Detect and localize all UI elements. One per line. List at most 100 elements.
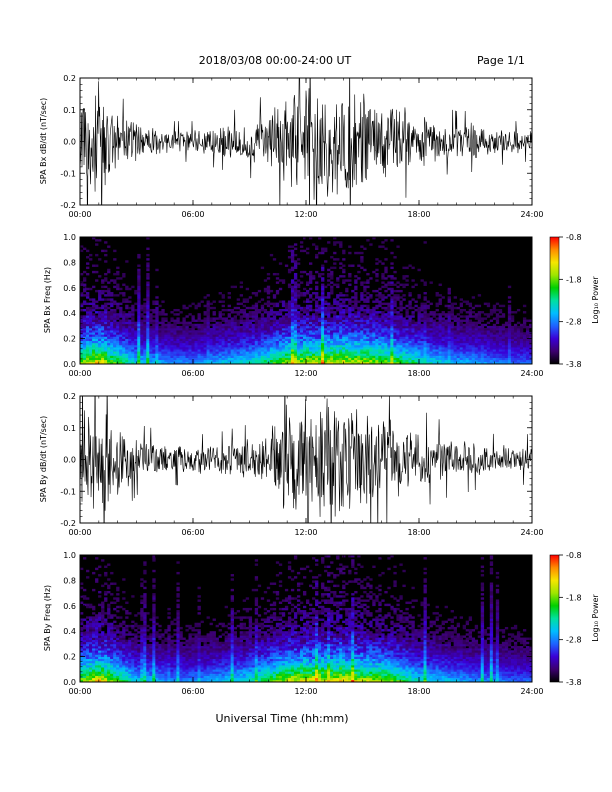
spectrogram-cell [170, 323, 174, 327]
spectrogram-cell [296, 340, 301, 344]
spectrogram-cell [224, 336, 228, 339]
spectrogram-cell [381, 349, 385, 352]
spectrogram-cell [104, 340, 108, 344]
spectrogram-cell [336, 336, 340, 339]
spectrogram-cell [516, 347, 521, 350]
spectrogram-cell [327, 325, 331, 329]
spectrogram-cell [513, 347, 518, 350]
spectrogram-cell [164, 336, 168, 339]
spectrogram-cell [104, 294, 108, 297]
spectrogram-cell [260, 340, 265, 344]
spectrogram-cell [465, 338, 470, 342]
spectrogram-cell [348, 264, 352, 267]
spectrogram-cell [462, 334, 466, 337]
spectrogram-cell [272, 315, 277, 318]
spectrogram-cell [191, 317, 195, 320]
spectrogram-cell [390, 340, 394, 344]
spectrogram-cell [357, 361, 361, 364]
y-tick-label: -0.2 [60, 519, 76, 528]
spectrogram-cell [92, 306, 96, 310]
spectrogram-cell [324, 338, 328, 342]
spectrogram-cell [206, 334, 210, 337]
spectrogram-cell [296, 361, 301, 364]
spectrogram-cell [399, 334, 403, 337]
spectrogram-cell [119, 355, 123, 358]
spectrogram-cell [266, 330, 271, 333]
spectrogram-cell [402, 277, 406, 280]
spectrogram-cell [122, 353, 126, 356]
spectrogram-cell [390, 355, 394, 358]
spectrogram-cell [86, 340, 90, 344]
spectrogram-cell [137, 289, 141, 293]
spectrogram-cell [528, 359, 532, 363]
spectrogram-cell [137, 321, 141, 325]
spectrogram-cell [351, 355, 355, 358]
spectrogram-cell [525, 332, 530, 335]
spectrogram-cell [110, 298, 114, 301]
spectrogram-cell [290, 325, 295, 329]
spectrogram-cell [393, 347, 397, 350]
spectrogram-cell [438, 321, 442, 325]
spectrogram-cell [324, 302, 328, 306]
spectrogram-cell [125, 319, 129, 322]
spectrogram-cell [119, 334, 123, 337]
spectrogram-cell [477, 304, 482, 308]
spectrogram-cell [146, 277, 150, 280]
spectrogram-cell [89, 629, 93, 632]
spectrogram-cell [414, 330, 418, 333]
spectrogram-cell [296, 328, 301, 331]
spectrogram-cell [143, 311, 147, 314]
spectrogram-cell [143, 304, 147, 308]
spectrogram-cell [83, 359, 87, 363]
spectrogram-cell [399, 349, 403, 352]
spectrogram-cell [272, 336, 277, 339]
spectrogram-cell [390, 334, 394, 337]
spectrogram-cell [146, 285, 150, 289]
spectrogram-cell [486, 321, 491, 325]
spectrogram-cell [149, 353, 153, 356]
spectrogram-cell [251, 315, 256, 318]
spectrogram-cell [453, 296, 457, 299]
spectrogram-cell [110, 357, 114, 361]
spectrogram-cell [185, 355, 189, 358]
spectrogram-cell [408, 330, 412, 333]
spectrogram-cell [161, 311, 165, 314]
spectrogram-cell [321, 336, 325, 339]
spectrogram-cell [155, 357, 159, 361]
spectrogram-cell [369, 294, 373, 297]
spectrogram-cell [215, 332, 219, 335]
spectrogram-cell [399, 313, 403, 316]
spectrogram-cell [315, 336, 319, 339]
spectrogram-cell [182, 330, 186, 333]
spectrogram-cell [375, 262, 379, 265]
spectrogram-cell [480, 334, 485, 337]
spectrogram-cell [281, 340, 286, 344]
spectrogram-cell [348, 306, 352, 310]
spectrogram-cell [254, 321, 259, 325]
spectrogram-cell [224, 344, 228, 348]
spectrogram-cell [98, 353, 102, 356]
spectrogram-cell [465, 311, 470, 314]
spectrogram-cell [80, 641, 84, 645]
spectrogram-cell [248, 351, 253, 354]
spectrogram-cell [146, 328, 150, 331]
spectrogram-cell [260, 344, 265, 348]
spectrogram-cell [80, 344, 84, 348]
spectrogram-cell [315, 330, 319, 333]
spectrogram-cell [296, 336, 301, 339]
spectrogram-cell [333, 332, 337, 335]
spectrogram-cell [302, 249, 307, 253]
spectrogram-cell [363, 285, 367, 289]
spectrogram-cell [480, 353, 485, 356]
spectrogram-cell [447, 311, 451, 314]
spectrogram-cell [125, 359, 129, 363]
spectrogram-cell [104, 319, 108, 322]
spectrogram-cell [173, 308, 177, 312]
spectrogram-cell [369, 361, 373, 364]
spectrogram-cell [498, 359, 503, 363]
spectrogram-cell [83, 557, 87, 560]
spectrogram-cell [185, 334, 189, 337]
spectrogram-cell [257, 353, 262, 356]
spectrogram-cell [417, 319, 421, 322]
spectrogram-cell [426, 353, 430, 356]
